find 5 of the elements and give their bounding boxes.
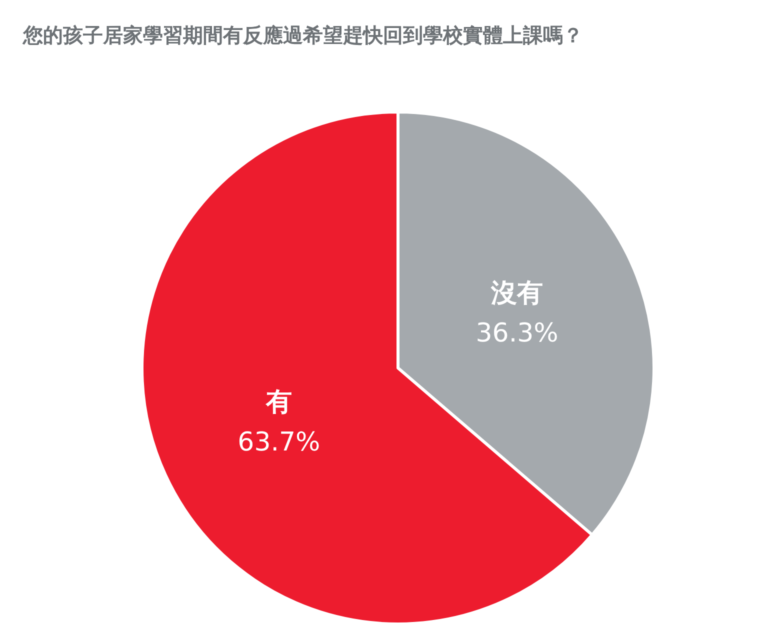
slice-label: 沒有: [490, 278, 544, 308]
data-label: 36.3%: [476, 318, 558, 348]
slice-label: 有: [264, 388, 292, 418]
data-label: 63.7%: [238, 428, 320, 458]
chart-title: 您的孩子居家學習期間有反應過希望趕快回到學校實體上課嗎？: [22, 23, 583, 47]
